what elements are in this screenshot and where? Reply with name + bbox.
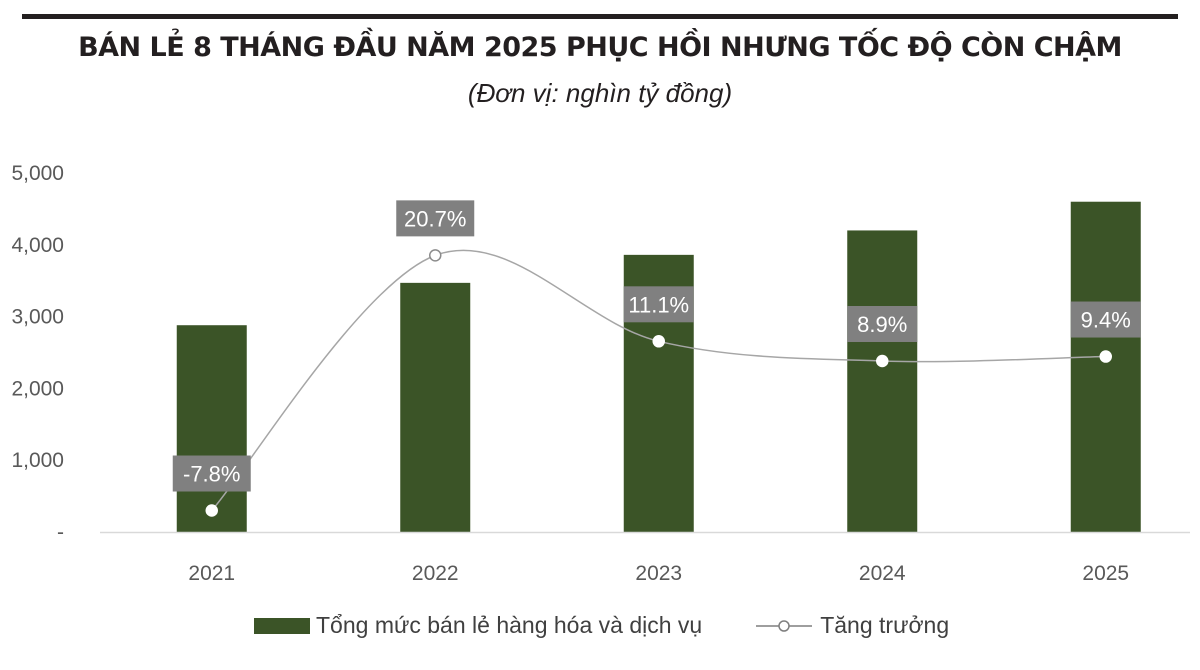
- bar: [400, 282, 471, 532]
- y-tick-label: 3,000: [11, 306, 64, 329]
- data-label-box: [396, 200, 475, 237]
- growth-point: [876, 354, 889, 368]
- growth-line: [211, 249, 1106, 512]
- data-label: 20.7%: [404, 206, 466, 231]
- y-tick-label: -: [57, 521, 64, 544]
- chart-subtitle: (Đơn vị: nghìn tỷ đồng): [467, 78, 733, 108]
- x-tick-label: 2021: [188, 562, 235, 585]
- legend-item-retail: Tổng mức bán lẻ hàng hóa và dịch vụ: [254, 612, 702, 639]
- bar: [1070, 201, 1141, 532]
- growth-point: [205, 504, 218, 517]
- y-tick-label: 4,000: [11, 234, 64, 257]
- data-label-box: [623, 286, 694, 323]
- x-tick-label: 2025: [1082, 562, 1129, 585]
- data-label: -7.8%: [183, 462, 240, 487]
- legend-line-marker-icon: [756, 619, 813, 632]
- data-label: 11.1%: [628, 292, 689, 317]
- x-tick-label: 2024: [859, 562, 906, 585]
- data-label-box: [172, 455, 251, 492]
- data-label: 9.4%: [1081, 308, 1131, 333]
- legend: Tổng mức bán lẻ hàng hóa và dịch vụ Tăng…: [254, 612, 949, 639]
- legend-swatch-bar: [254, 617, 310, 634]
- growth-point: [652, 335, 665, 348]
- x-tick-label: 2023: [635, 562, 682, 585]
- y-tick-label: 1,000: [11, 449, 64, 472]
- data-label: 8.9%: [857, 312, 907, 337]
- x-tick-label: 2022: [412, 562, 459, 585]
- bar: [176, 325, 247, 532]
- legend-label-growth: Tăng trưởng: [820, 612, 950, 638]
- data-label-box: [1070, 301, 1141, 338]
- chart-title: BÁN LẺ 8 THÁNG ĐẦU NĂM 2025 PHỤC HỒI NHƯ…: [78, 32, 1122, 63]
- top-rule: [22, 14, 1178, 19]
- data-label-box: [847, 306, 918, 343]
- y-tick-label: 5,000: [11, 162, 64, 185]
- growth-point: [429, 249, 442, 262]
- growth-point: [1099, 350, 1112, 363]
- bar: [847, 230, 918, 532]
- legend-label-retail: Tổng mức bán lẻ hàng hóa và dịch vụ: [316, 612, 703, 638]
- y-tick-label: 2,000: [11, 377, 64, 400]
- legend-item-growth: Tăng trưởng: [702, 612, 949, 639]
